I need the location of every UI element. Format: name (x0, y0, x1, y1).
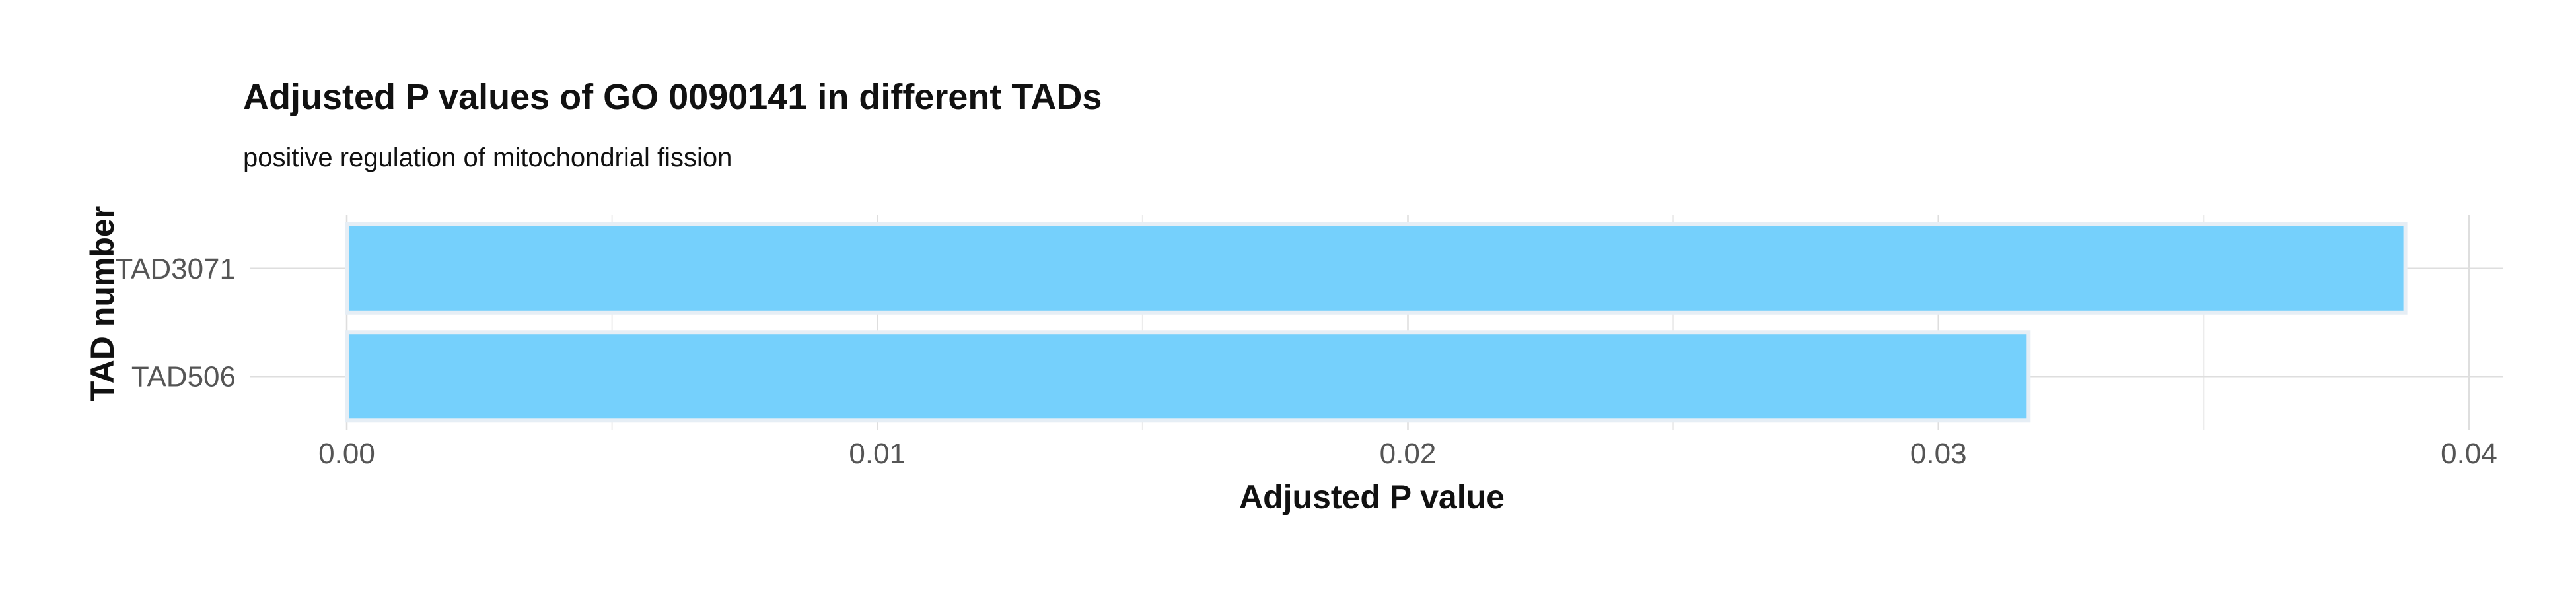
bar-tad506 (345, 330, 2031, 423)
y-tick-label: TAD506 (131, 360, 236, 393)
x-tick-label: 0.00 (318, 438, 375, 470)
x-tick-label: 0.03 (1910, 438, 1967, 470)
chart-title: Adjusted P values of GO 0090141 in diffe… (243, 77, 1102, 117)
x-tick-label: 0.02 (1380, 438, 1437, 470)
y-axis-title: TAD number (84, 206, 121, 401)
y-tick-label: TAD3071 (115, 253, 236, 285)
x-tick-label: 0.01 (849, 438, 906, 470)
chart-subtitle: positive regulation of mitochondrial fis… (243, 143, 732, 172)
x-axis-ticks: 0.00 0.01 0.02 0.03 0.04 (318, 438, 2497, 470)
x-axis-title: Adjusted P value (1239, 478, 1505, 515)
y-axis-ticks: TAD3071 TAD506 (115, 253, 236, 393)
x-tick-label: 0.04 (2441, 438, 2497, 470)
bar-tad3071 (345, 222, 2408, 315)
bars (345, 222, 2408, 423)
